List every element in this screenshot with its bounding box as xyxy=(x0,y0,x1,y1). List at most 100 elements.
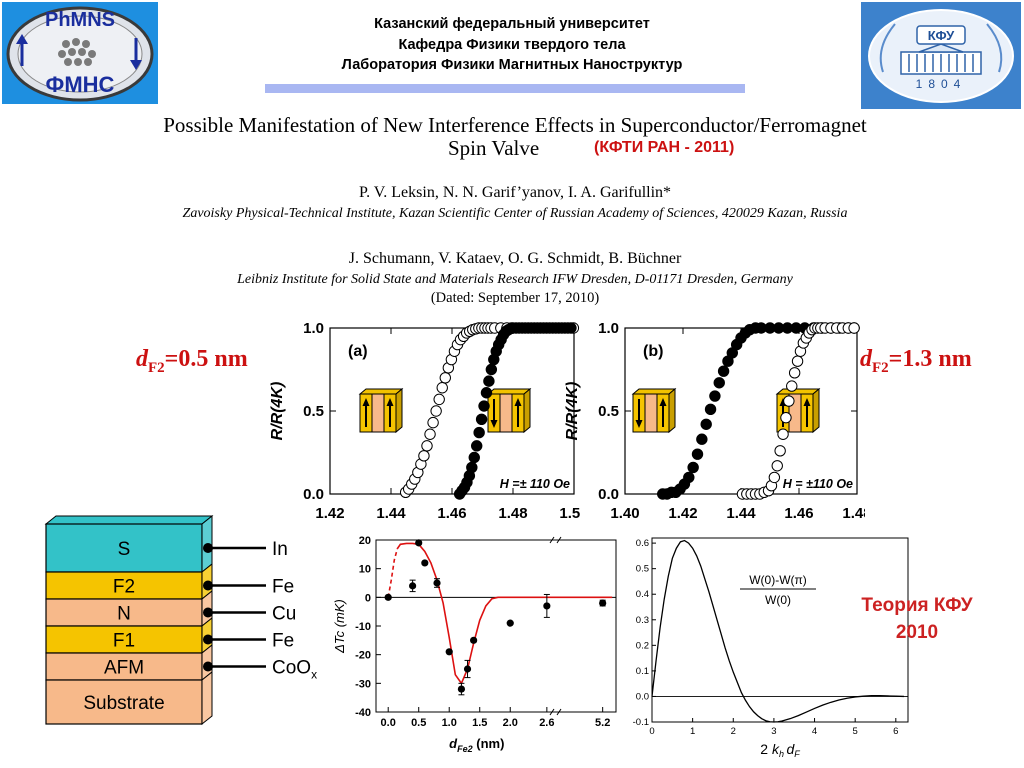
x-tick-label: 5.2 xyxy=(595,717,610,729)
layer-label: N xyxy=(117,604,131,625)
x-tick-label: 1.46 xyxy=(784,505,813,522)
data-point xyxy=(445,648,453,656)
spin-up-arrowhead xyxy=(803,398,811,406)
plot-frame xyxy=(651,537,909,723)
data-point xyxy=(704,403,717,416)
affiliation-group1: Zavoisky Physical-Technical Institute, K… xyxy=(182,206,848,221)
spin-icon-layer xyxy=(644,393,658,433)
data-point xyxy=(788,367,801,379)
spin-up-arrowhead xyxy=(659,398,667,406)
chart-panel-a: 1.42 1.44 1.46 1.48 1.50 0.0 0.5 1.0 R/R(4K) (a) H… xyxy=(270,322,580,522)
x-tick-label: 3 xyxy=(771,726,776,737)
y-axis-label: ΔTc (mK) xyxy=(332,599,347,654)
x-tick-label: 1.48 xyxy=(842,505,865,522)
x-tick-label: 1 xyxy=(690,726,695,737)
material-label: Fe xyxy=(272,577,294,598)
data-point xyxy=(409,582,417,590)
d-subscript: F2 xyxy=(872,359,889,376)
data-point xyxy=(717,365,730,377)
phmns-logo: PhMNS ФМНС xyxy=(2,2,158,104)
source-note: (КФТИ РАН - 2011) xyxy=(594,139,735,156)
data-point xyxy=(480,387,493,399)
y-tick-label: 0.3 xyxy=(636,615,649,626)
y-tick-label: 0.1 xyxy=(636,666,649,677)
y-tick-label: 20 xyxy=(359,535,371,547)
x-tick-label: 1.0 xyxy=(442,717,457,729)
layer-f1 xyxy=(45,625,203,654)
y-tick-label: 0.5 xyxy=(598,403,619,420)
spin-up-arrowhead xyxy=(386,398,394,406)
layer-label: Substrate xyxy=(83,693,164,714)
layer-f2 xyxy=(45,571,203,600)
logo-right-year: 1804 xyxy=(916,77,967,91)
x-tick-label: 1.42 xyxy=(315,505,344,522)
y-tick-label: 0.0 xyxy=(598,486,619,503)
spin-icon-layer xyxy=(371,393,385,433)
x-axis-label-subscript: Fe2 xyxy=(457,744,473,754)
layer-label: F1 xyxy=(113,631,135,652)
data-point xyxy=(466,461,478,474)
d-label-right: dF2=1.3 nm xyxy=(860,346,972,377)
data-point xyxy=(783,395,795,407)
theory-label-line2: 2010 xyxy=(895,622,939,643)
data-point xyxy=(384,593,392,601)
spin-valve-icon xyxy=(631,387,677,434)
material-label: CoOx xyxy=(272,658,317,682)
data-point xyxy=(565,322,577,334)
data-point xyxy=(478,400,490,412)
series-filled-markers xyxy=(453,322,577,500)
data-point xyxy=(700,418,712,430)
spin-icon-layer xyxy=(499,393,513,433)
spin-up-arrowhead xyxy=(362,398,370,406)
y-tick-label: -30 xyxy=(355,678,371,690)
y-axis-label: R/R(4K) xyxy=(565,382,581,441)
axis-break-mark xyxy=(549,708,555,716)
spin-valve-icon xyxy=(775,387,821,434)
spin-arrow-left-icon xyxy=(16,34,28,66)
x-tick-label: 6 xyxy=(893,726,898,737)
y-tick-label: 10 xyxy=(359,564,371,576)
data-point xyxy=(713,377,725,389)
logo-right-text: КФУ xyxy=(928,28,955,43)
x-tick-label: 2.6 xyxy=(539,717,554,729)
axis-break-mark xyxy=(556,708,562,716)
series-open-markers xyxy=(736,322,860,500)
data-point xyxy=(424,428,436,440)
layer-substrate xyxy=(45,679,203,725)
data-point xyxy=(768,471,781,484)
paper-title-line2: Spin Valve xyxy=(448,136,540,160)
d-label-left: dF2=0.5 nm xyxy=(136,346,248,377)
authors-group1: P. V. Leksin, N. N. Garif’yanov, I. A. G… xyxy=(358,184,672,201)
y-tick-label: -20 xyxy=(355,650,371,662)
data-point xyxy=(780,411,792,424)
field-annotation: H = ±110 Oe xyxy=(783,477,853,491)
university-building-icon xyxy=(900,43,982,75)
spin-down-arrowhead xyxy=(635,420,643,428)
spin-icon-top xyxy=(486,388,532,395)
x-axis-label-factor: 2 xyxy=(760,741,772,757)
plot-frame xyxy=(375,539,617,713)
data-point xyxy=(506,619,514,627)
material-subscript: x xyxy=(311,668,317,682)
data-point xyxy=(483,375,495,387)
stack-top-face xyxy=(44,515,214,525)
y-tick-label: 0.5 xyxy=(636,564,649,575)
x-axis-label: dFe2 (nm) xyxy=(449,736,504,754)
data-point xyxy=(463,665,472,673)
d-symbol: d xyxy=(136,346,148,372)
spin-icon-top xyxy=(631,388,677,395)
kfu-logo: КФУ 1804 xyxy=(861,2,1021,109)
y-tick-label: 0.2 xyxy=(636,640,649,651)
authors-group2: J. Schumann, V. Kataev, O. G. Schmidt, B… xyxy=(348,250,682,267)
y-tick-label: 0.6 xyxy=(636,538,649,549)
logo-left-bottom-text: ФМНС xyxy=(46,72,115,97)
theory-label: Теория КФУ 2010 xyxy=(832,592,1002,646)
spin-arrow-right-icon xyxy=(130,38,142,70)
material-label: Fe xyxy=(272,631,294,652)
layer-stack-diagram: S In F2 Fe N Cu F1 Fe AFM CoOx Substrate xyxy=(44,514,317,726)
nanoparticle-cluster xyxy=(58,38,96,66)
y-tick-label: -40 xyxy=(355,707,371,719)
axis-break-mark xyxy=(549,536,555,544)
x-axis-label-d: d xyxy=(786,741,795,757)
header-divider-bar xyxy=(265,84,745,93)
